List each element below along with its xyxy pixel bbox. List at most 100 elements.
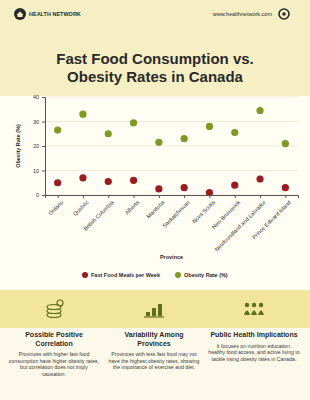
x-tick-mark <box>184 195 185 198</box>
footer-section: Public Health ImplicationsIt focuses on … <box>208 331 300 362</box>
grid-line <box>45 146 298 147</box>
y-tick-label: 10 <box>33 168 39 174</box>
legend-swatch <box>175 272 181 278</box>
y-axis-line <box>42 98 46 196</box>
y-tick-label: 20 <box>33 143 39 149</box>
point <box>130 177 137 184</box>
grid-line <box>45 97 298 98</box>
icon-person <box>245 303 249 307</box>
icon-person <box>252 303 256 307</box>
title-box: Fast Food Consumption vs. Obesity Rates … <box>0 50 310 86</box>
x-tick: Alberta <box>124 195 141 216</box>
brand: HEALTH NETWORK <box>29 11 81 17</box>
icon-band <box>0 290 310 328</box>
point <box>181 184 188 191</box>
point <box>79 174 86 181</box>
point <box>155 139 162 146</box>
x-tick-mark <box>58 195 59 198</box>
icon-person <box>244 311 250 316</box>
x-tick-label: British Columbia <box>82 199 115 232</box>
y-tick-mark <box>42 97 45 98</box>
y-tick: 40 <box>33 94 45 100</box>
x-axis-title: Province <box>160 254 183 260</box>
section-title: Variability Among Provinces <box>108 331 200 348</box>
section-title: Public Health Implications <box>208 331 300 340</box>
y-axis-title: Obesity Rate (%) <box>15 124 21 168</box>
title-band <box>0 0 310 96</box>
icon-coin <box>57 300 63 306</box>
icon-person <box>251 311 257 316</box>
y-tick: 20 <box>33 143 45 149</box>
y-tick-mark <box>42 146 45 147</box>
legend-swatch <box>82 272 88 278</box>
y-tick-mark <box>42 171 45 172</box>
x-tick-mark <box>209 195 210 198</box>
grid <box>45 97 298 195</box>
icon-bar <box>152 308 156 316</box>
x-tick: British Columbia <box>82 195 115 232</box>
point <box>54 126 61 133</box>
header-icon <box>279 9 289 19</box>
icon-bar <box>146 312 150 316</box>
y-tick-label: 30 <box>33 119 39 125</box>
point <box>206 123 213 130</box>
x-tick-mark <box>134 195 135 198</box>
point <box>282 184 289 191</box>
point <box>181 135 188 142</box>
x-tick-mark <box>159 195 160 198</box>
logo-icon <box>14 8 26 20</box>
icon-bar <box>158 304 162 316</box>
point <box>231 182 238 189</box>
legend-label: Fast Food Meals per Week <box>91 272 161 278</box>
icon-person <box>258 311 264 316</box>
url: www.healthnetwork.com <box>212 11 273 17</box>
footer-section: Possible Positive CorrelationProvinces w… <box>8 331 100 377</box>
y-tick: 30 <box>33 119 45 125</box>
grid-line <box>45 121 298 122</box>
point <box>256 107 263 114</box>
x-tick: Saskatchewan <box>161 195 191 229</box>
point <box>155 185 162 192</box>
point <box>79 111 86 118</box>
x-tick-label: Newfoundland and Labrador <box>213 199 266 252</box>
x-tick-mark <box>285 195 286 198</box>
x-tick: Newfoundland and Labrador <box>213 195 266 253</box>
x-tick-mark <box>260 195 261 198</box>
x-tick-mark <box>83 195 84 198</box>
footer-section: Variability Among Provinces Provinces wit… <box>108 331 200 371</box>
section-text: Provinces with less fast food may not ha… <box>108 351 200 371</box>
x-tick: Quebec <box>72 195 90 217</box>
title: Fast Food Consumption vs. Obesity Rates … <box>44 50 266 86</box>
y-tick-mark <box>42 195 45 196</box>
section-title: Possible Positive Correlation <box>8 331 100 348</box>
grid-line <box>45 170 298 171</box>
y-tick-label: 0 <box>36 192 39 198</box>
y-tick: 10 <box>33 168 45 174</box>
point <box>105 130 112 137</box>
y-tick-mark <box>42 122 45 123</box>
point <box>282 140 289 147</box>
x-tick-label: Quebec <box>72 199 90 217</box>
icon-base <box>144 316 164 317</box>
x-tick-mark <box>235 195 236 198</box>
x-tick: Manitoba <box>145 195 166 219</box>
point <box>105 178 112 185</box>
x-tick-label: Nova Scotia <box>191 199 217 225</box>
icon-person <box>259 303 263 307</box>
chart-background <box>0 96 310 290</box>
point <box>256 175 263 182</box>
x-tick-label: Alberta <box>124 199 141 216</box>
x-axis-line <box>46 196 299 199</box>
logo <box>14 8 26 20</box>
icons <box>47 300 264 318</box>
point <box>206 189 213 195</box>
point <box>130 119 137 126</box>
y-tick: 0 <box>36 192 45 198</box>
x-tick-label: Manitoba <box>145 199 166 220</box>
x-tick-mark <box>108 195 109 198</box>
x-tick: Prince Edward Island <box>251 195 292 240</box>
legend: Fast Food Meals per WeekObesity Rate (%) <box>82 272 228 278</box>
point <box>54 179 61 186</box>
x-tick-label: Ontario <box>47 199 64 216</box>
point <box>231 129 238 136</box>
